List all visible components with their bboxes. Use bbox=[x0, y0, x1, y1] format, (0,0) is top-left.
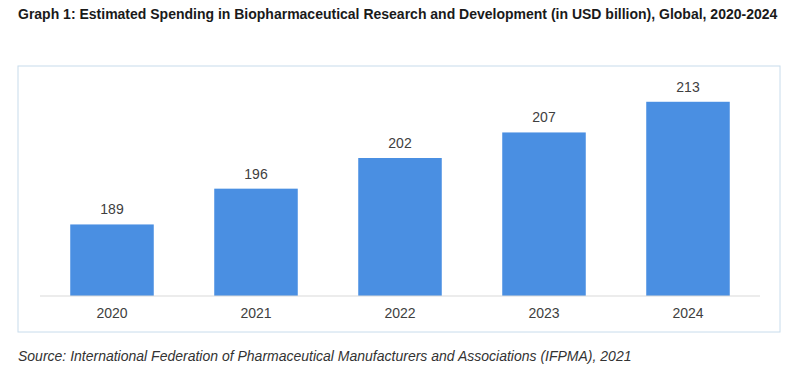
bar bbox=[70, 224, 154, 296]
data-label: 207 bbox=[532, 109, 556, 125]
x-tick-label: 2023 bbox=[528, 305, 559, 321]
bars bbox=[70, 102, 730, 296]
bar bbox=[358, 158, 442, 296]
x-tick-label: 2022 bbox=[384, 305, 415, 321]
source-note: Source: International Federation of Phar… bbox=[18, 348, 631, 364]
bar bbox=[646, 102, 730, 296]
bar bbox=[214, 189, 298, 296]
data-label: 202 bbox=[388, 135, 412, 151]
chart-svg: 189 2020 196 2021 202 2022 207 2023 213 2024 bbox=[0, 0, 793, 376]
data-label: 196 bbox=[244, 166, 268, 182]
chart-title: Graph 1: Estimated Spending in Biopharma… bbox=[18, 4, 778, 24]
data-label: 189 bbox=[100, 201, 124, 217]
bar bbox=[502, 132, 586, 296]
x-tick-label: 2024 bbox=[672, 305, 703, 321]
data-label: 213 bbox=[676, 79, 700, 95]
chart-frame bbox=[18, 66, 780, 332]
x-tick-label: 2021 bbox=[240, 305, 271, 321]
x-tick-label: 2020 bbox=[96, 305, 127, 321]
x-axis-line bbox=[40, 296, 760, 297]
